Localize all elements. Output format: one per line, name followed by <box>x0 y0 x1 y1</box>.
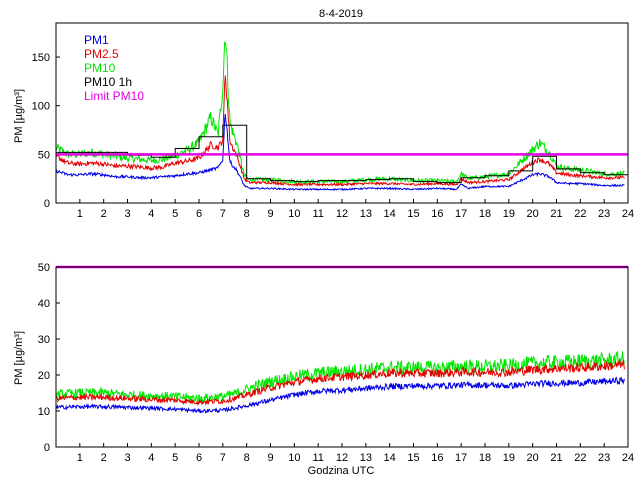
x-tick-label: 19 <box>503 452 515 464</box>
y-tick-label: 30 <box>38 334 50 346</box>
x-tick-label: 4 <box>148 452 154 464</box>
series-line-pm2-5 <box>55 360 625 406</box>
chart-bottom-ylabel: PM [µg/m³] <box>13 331 25 385</box>
x-tick-label: 16 <box>431 452 443 464</box>
y-tick-label: 0 <box>44 198 50 210</box>
x-tick-label: 23 <box>598 452 610 464</box>
chart-bottom: PM [µg/m³] Godzina UTC 1 2 3 4 5 6 7 8 9 10 11 12 13… <box>13 262 634 477</box>
series-line-pm1 <box>55 113 625 192</box>
x-tick-label: 7 <box>220 208 226 220</box>
x-tick-label: 11 <box>312 208 323 220</box>
y-tick-label: 10 <box>38 406 50 418</box>
legend-limit-pm10: Limit PM10 <box>84 89 144 103</box>
x-tick-label: 19 <box>503 208 515 220</box>
x-tick-label: 17 <box>455 452 467 464</box>
legend-pm10-1h: PM10 1h <box>84 75 132 89</box>
x-tick-label: 16 <box>431 208 443 220</box>
chart-top-legend: PM1 PM2.5 PM10 PM10 1h Limit PM10 <box>84 33 144 103</box>
x-tick-label: 1 <box>77 452 83 464</box>
x-tick-label: 15 <box>407 452 419 464</box>
chart-top-axes-box <box>55 22 629 204</box>
x-tick-label: 5 <box>172 452 178 464</box>
y-tick-label: 100 <box>32 101 50 113</box>
chart-top-series <box>55 41 628 192</box>
chart-top-ylabel: PM [µg/m³] <box>13 89 25 143</box>
x-tick-label: 12 <box>336 208 348 220</box>
legend-pm1: PM1 <box>84 33 109 47</box>
x-tick-label: 5 <box>172 208 178 220</box>
y-tick-label: 0 <box>44 442 50 454</box>
y-tick-label: 40 <box>38 298 50 310</box>
x-tick-label: 20 <box>527 208 539 220</box>
chart-bottom-ticks-x: 1 2 3 4 5 6 7 8 9 10 11 12 13 14 15 16 17 18 19 20 21 22 23 24 <box>77 443 634 464</box>
x-tick-label: 24 <box>622 452 634 464</box>
x-tick-label: 9 <box>267 208 273 220</box>
x-tick-label: 13 <box>360 452 372 464</box>
x-tick-label: 2 <box>101 208 107 220</box>
x-tick-label: 18 <box>479 452 491 464</box>
y-tick-label: 50 <box>38 149 50 161</box>
chart-bottom-xlabel: Godzina UTC <box>308 465 375 477</box>
y-tick-label: 50 <box>38 262 50 274</box>
y-tick-label: 20 <box>38 370 50 382</box>
series-line-pm10 <box>55 351 625 404</box>
chart-top-title: 8-4-2019 <box>319 8 363 20</box>
legend-pm10: PM10 <box>84 61 116 75</box>
x-tick-label: 20 <box>527 452 539 464</box>
x-tick-label: 4 <box>148 208 154 220</box>
x-tick-label: 10 <box>288 452 300 464</box>
x-tick-label: 23 <box>598 208 610 220</box>
x-tick-label: 11 <box>312 452 323 464</box>
x-tick-label: 15 <box>407 208 419 220</box>
series-line-pm2-5 <box>55 75 625 187</box>
x-tick-label: 10 <box>288 208 300 220</box>
x-tick-label: 21 <box>550 452 562 464</box>
y-tick-label: 150 <box>32 52 50 64</box>
x-tick-label: 18 <box>479 208 491 220</box>
x-tick-label: 3 <box>124 208 130 220</box>
chart-top-ticks-x: 1 2 3 4 5 6 7 8 9 10 11 12 13 14 15 16 17 18 19 20 21 22 23 24 <box>77 199 634 220</box>
x-tick-label: 13 <box>360 208 372 220</box>
x-tick-label: 17 <box>455 208 467 220</box>
x-tick-label: 3 <box>124 452 130 464</box>
x-tick-label: 8 <box>244 452 250 464</box>
x-tick-label: 24 <box>622 208 634 220</box>
chart-top: 8-4-2019 PM [µg/m³] 1 2 3 4 5 6 7 8 9 10 11 12 13 14 1… <box>13 8 634 220</box>
x-tick-label: 14 <box>384 208 396 220</box>
chart-bottom-axes-box <box>55 266 629 448</box>
series-line-pm1 <box>56 376 625 414</box>
x-tick-label: 7 <box>220 452 226 464</box>
chart-top-ticks-y: 0 50 100 150 <box>32 52 60 210</box>
x-tick-label: 6 <box>196 208 202 220</box>
x-tick-label: 2 <box>101 452 107 464</box>
x-tick-label: 6 <box>196 452 202 464</box>
legend-pm25: PM2.5 <box>84 47 119 61</box>
x-tick-label: 14 <box>384 452 396 464</box>
x-tick-label: 1 <box>77 208 83 220</box>
x-tick-label: 12 <box>336 452 348 464</box>
chart-bottom-ticks-y: 0 10 20 30 40 50 <box>38 262 60 454</box>
x-tick-label: 22 <box>574 452 586 464</box>
x-tick-label: 21 <box>550 208 562 220</box>
x-tick-label: 8 <box>244 208 250 220</box>
x-tick-label: 9 <box>267 452 273 464</box>
x-tick-label: 22 <box>574 208 586 220</box>
